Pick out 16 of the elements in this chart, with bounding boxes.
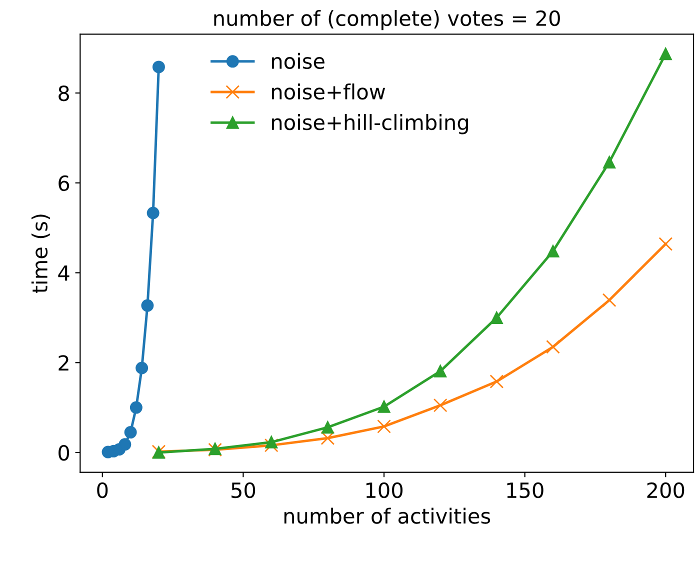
x-tick-label: 200	[647, 482, 684, 498]
x-tick-label: 100	[366, 482, 403, 498]
y-tick-label: 0	[58, 444, 70, 461]
y-tick-label: 6	[58, 175, 70, 192]
x-tick-label: 0	[97, 482, 108, 498]
legend-label: noise+hill-climbing	[272, 114, 468, 134]
x-tick-label: 50	[232, 482, 256, 498]
y-tick-label: 8	[58, 85, 70, 102]
chart-title: number of (complete) votes = 20	[214, 10, 560, 30]
y-tick-label: 4	[58, 265, 70, 281]
y-tick-label: 2	[58, 355, 68, 371]
legend-label: noise+flow	[272, 83, 386, 100]
x-tick-label: 150	[507, 482, 544, 498]
y-axis-title: time (s)	[31, 214, 50, 294]
legend-label: noise	[272, 52, 324, 70]
x-axis-title: number of activities	[284, 508, 490, 524]
